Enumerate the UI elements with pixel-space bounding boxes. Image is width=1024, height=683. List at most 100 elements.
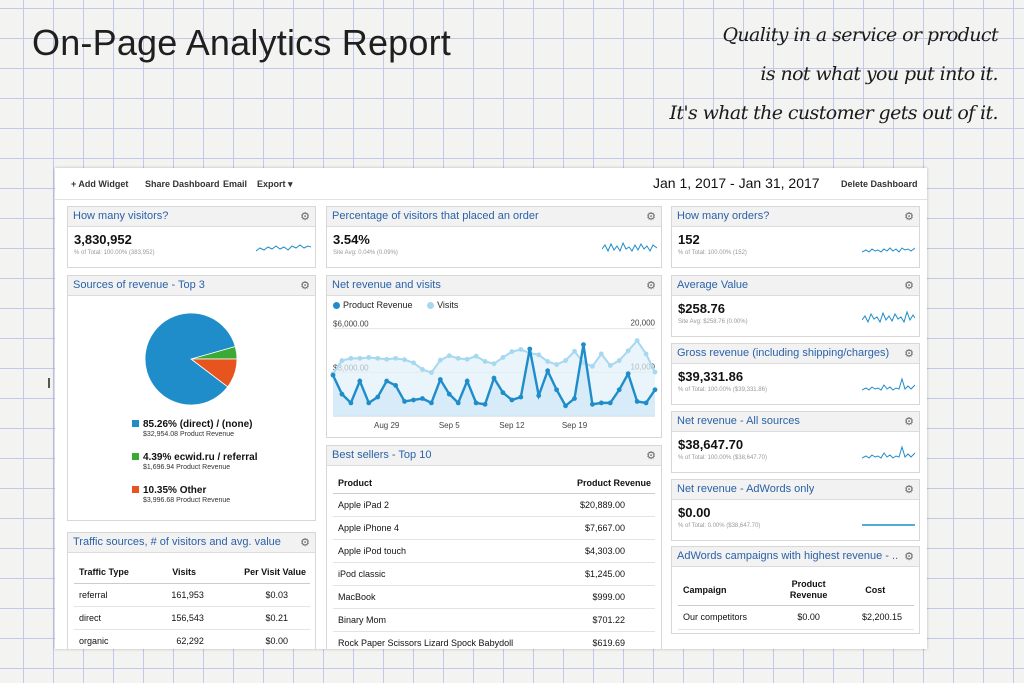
- gear-icon[interactable]: ⚙: [646, 450, 656, 462]
- widget-adwords-campaigns: AdWords campaigns with highest revenue -…: [671, 546, 920, 634]
- gear-icon[interactable]: ⚙: [904, 348, 914, 360]
- visits-point: [464, 356, 470, 362]
- widget-net-revenue-visits: Net revenue and visits ⚙ Product Revenue…: [326, 275, 662, 438]
- widget-title[interactable]: AdWords campaigns with highest revenue -…: [677, 550, 899, 562]
- revenue-point: [572, 396, 577, 401]
- widget-title[interactable]: Sources of revenue - Top 3: [73, 279, 205, 291]
- table-row[interactable]: Apple iPod touch $4,303.00: [333, 539, 655, 563]
- table-row[interactable]: organic 62,292 $0.00: [74, 629, 310, 649]
- gear-icon[interactable]: ⚙: [904, 211, 914, 223]
- widget-header: Percentage of visitors that placed an or…: [327, 207, 661, 227]
- widget-title[interactable]: Gross revenue (including shipping/charge…: [677, 347, 890, 359]
- widget-title[interactable]: Net revenue - All sources: [677, 415, 800, 427]
- column-header[interactable]: Cost: [865, 584, 886, 595]
- column-header[interactable]: Product Revenue: [576, 478, 651, 489]
- widget-title[interactable]: Best sellers - Top 10: [332, 449, 432, 461]
- widget-title[interactable]: Net revenue - AdWords only: [677, 483, 815, 495]
- date-range[interactable]: Jan 1, 2017 - Jan 31, 2017: [653, 175, 820, 191]
- pie-slice: [144, 312, 236, 406]
- gear-icon[interactable]: ⚙: [300, 280, 310, 292]
- table-row[interactable]: MacBook $999.00: [333, 585, 655, 609]
- x-tick-label: Sep 12: [499, 421, 525, 430]
- legend-sub: $1,696.94 Product Revenue: [143, 464, 231, 471]
- x-tick-label: Aug 29: [374, 421, 400, 430]
- table-row[interactable]: Apple iPhone 4 $7,667.00: [333, 516, 655, 540]
- revenue-point: [384, 378, 390, 384]
- table-row[interactable]: Binary Mom $701.22: [333, 608, 655, 632]
- metric-subtext: % of Total: 100.00% ($39,331.86): [678, 387, 767, 393]
- visits-point: [500, 355, 506, 360]
- export-button[interactable]: Export ▾: [257, 179, 293, 190]
- widget-header: Gross revenue (including shipping/charge…: [672, 344, 919, 364]
- table-row[interactable]: iPod classic $1,245.00: [333, 562, 655, 586]
- revenue-point: [554, 387, 560, 393]
- table-cell: organic: [74, 629, 153, 649]
- email-button[interactable]: Email: [223, 179, 248, 189]
- product-revenue: $999.00: [557, 585, 655, 609]
- metric-value: 152: [678, 232, 700, 247]
- revenue-point: [428, 400, 434, 406]
- visits-point: [437, 357, 443, 363]
- dashboard: + Add Widget Share Dashboard Email Expor…: [55, 168, 927, 649]
- widget-net-revenue-adwords: Net revenue - AdWords only ⚙ $0.00 % of …: [671, 479, 920, 541]
- gear-icon[interactable]: ⚙: [904, 484, 914, 496]
- column-header[interactable]: Product Revenue: [781, 575, 837, 605]
- table-cell: $0.03: [215, 583, 310, 607]
- traffic-table: Traffic Type Visits Per Visit Value refe…: [74, 561, 310, 649]
- column-header[interactable]: Per Visit Value: [244, 566, 306, 577]
- column-header[interactable]: Product: [338, 478, 373, 489]
- legend-label: 85.26% (direct) / (none): [143, 419, 253, 430]
- widget-title[interactable]: How many visitors?: [73, 210, 169, 222]
- gear-icon[interactable]: ⚙: [300, 537, 310, 549]
- table-row[interactable]: Apple iPad 2 $20,889.00: [333, 493, 655, 517]
- table-row[interactable]: Our competitors $0.00 $2,200.15: [678, 605, 914, 630]
- quote-line-3: It's what the customer gets out of it.: [669, 102, 998, 124]
- widget-header: How many orders? ⚙: [672, 207, 919, 227]
- visits-point: [536, 352, 542, 358]
- widget-title[interactable]: How many orders?: [677, 210, 770, 222]
- gear-icon[interactable]: ⚙: [904, 551, 914, 563]
- product-name: iPod classic: [333, 562, 558, 586]
- gear-icon[interactable]: ⚙: [646, 280, 656, 292]
- legend-item-direct: 85.26% (direct) / (none) $32,954.08 Prod…: [132, 419, 252, 438]
- widget-title[interactable]: Traffic sources, # of visitors and avg. …: [73, 536, 281, 548]
- column-header[interactable]: Campaign: [683, 584, 727, 595]
- column-header-line: Revenue: [789, 589, 828, 600]
- sparkline: [862, 445, 915, 459]
- revenue-point: [393, 383, 399, 388]
- gear-icon[interactable]: ⚙: [300, 211, 310, 223]
- legend-label-visits: Visits: [437, 300, 459, 310]
- gear-icon[interactable]: ⚙: [904, 280, 914, 292]
- visits-point: [366, 355, 372, 360]
- widget-header: Net revenue - All sources ⚙: [672, 412, 919, 432]
- column-header[interactable]: Visits: [172, 566, 197, 577]
- metric-value: $0.00: [678, 505, 711, 520]
- legend-swatch: [132, 420, 139, 427]
- widget-title[interactable]: Net revenue and visits: [332, 279, 441, 291]
- visits-point: [572, 348, 577, 354]
- table-row[interactable]: referral 161,953 $0.03: [74, 583, 310, 607]
- widget-title[interactable]: Average Value: [677, 279, 749, 291]
- share-dashboard-button[interactable]: Share Dashboard: [145, 179, 220, 189]
- visits-point: [402, 357, 407, 363]
- revenue-point: [581, 342, 586, 347]
- visits-point: [643, 351, 649, 357]
- widget-title[interactable]: Percentage of visitors that placed an or…: [332, 210, 539, 222]
- revenue-point: [437, 377, 443, 382]
- sparkline: [862, 310, 915, 324]
- column-header[interactable]: Traffic Type: [79, 566, 129, 577]
- visits-point: [446, 353, 452, 359]
- visits-point: [428, 370, 434, 375]
- add-widget-button[interactable]: + Add Widget: [71, 179, 129, 189]
- widget-header: Net revenue and visits ⚙: [327, 276, 661, 296]
- revenue-point: [527, 346, 533, 352]
- gear-icon[interactable]: ⚙: [646, 211, 656, 223]
- visits-point: [509, 349, 515, 355]
- y-tick-label: $6,000.00: [333, 320, 369, 329]
- delete-dashboard-button[interactable]: Delete Dashboard: [841, 179, 918, 189]
- table-row[interactable]: direct 156,543 $0.21: [74, 606, 310, 630]
- gear-icon[interactable]: ⚙: [904, 416, 914, 428]
- revenue-point: [563, 403, 568, 409]
- table-row[interactable]: Rock Paper Scissors Lizard Spock Babydol…: [333, 631, 655, 649]
- table-cell: $2,200.15: [836, 605, 914, 630]
